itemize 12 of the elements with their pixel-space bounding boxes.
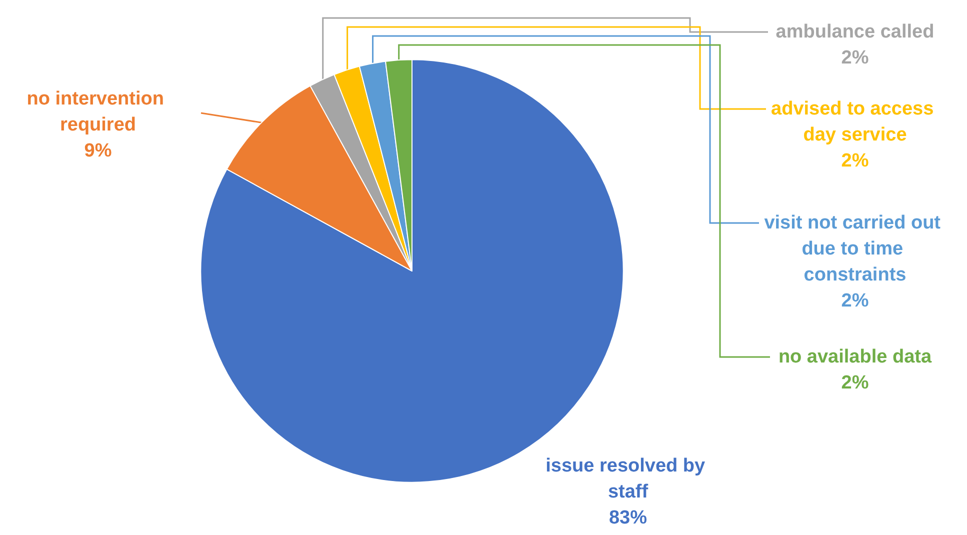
data-label: 2%: [841, 48, 869, 68]
data-label: 2%: [841, 290, 869, 312]
slice-label: issue resolved by staff: [546, 456, 710, 502]
slice-label: no available data: [778, 346, 932, 368]
slice-label: visit not carried out due to time constraints: [764, 212, 946, 286]
slice-label: ambulance called: [776, 22, 934, 42]
data-label: 9%: [84, 140, 112, 162]
slice-label: advised to access day service: [771, 98, 939, 146]
data-label: 83%: [608, 508, 648, 528]
data-label: 2%: [841, 372, 869, 394]
legend-label: no intervention required: [26, 88, 170, 136]
data-label: 2%: [841, 150, 869, 172]
